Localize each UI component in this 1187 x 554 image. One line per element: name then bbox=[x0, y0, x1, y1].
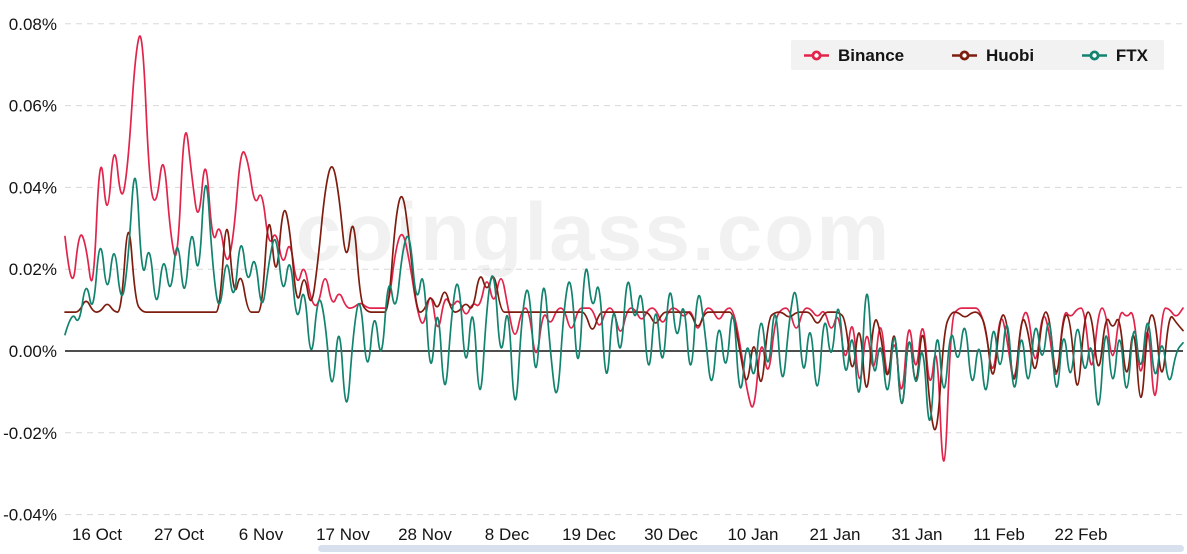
x-axis-label: 31 Jan bbox=[891, 525, 942, 544]
series-line-huobi[interactable] bbox=[64, 166, 1184, 431]
horizontal-scrollbar-thumb[interactable] bbox=[318, 545, 1184, 552]
x-axis-label: 30 Dec bbox=[644, 525, 698, 544]
x-axis-label: 21 Jan bbox=[809, 525, 860, 544]
legend-label-ftx: FTX bbox=[1115, 45, 1148, 65]
series-line-binance[interactable] bbox=[64, 35, 1184, 462]
x-axis-label: 19 Dec bbox=[562, 525, 616, 544]
y-axis-label: -0.04% bbox=[3, 506, 57, 525]
y-axis-label: 0.02% bbox=[9, 260, 57, 279]
x-axis-label: 17 Nov bbox=[316, 525, 370, 544]
x-axis-label: 8 Dec bbox=[485, 525, 530, 544]
y-axis-label: 0.00% bbox=[9, 342, 57, 361]
legend: Binance Huobi FTX bbox=[791, 40, 1164, 70]
huobi-line-marker-icon bbox=[951, 50, 977, 60]
binance-line-marker-icon bbox=[804, 50, 829, 60]
y-axis-label: 0.06% bbox=[9, 97, 57, 116]
series-line-ftx[interactable] bbox=[64, 177, 1184, 421]
y-axis-label: 0.08% bbox=[9, 15, 57, 34]
legend-item-binance[interactable]: Binance bbox=[803, 47, 904, 64]
x-axis-label: 10 Jan bbox=[727, 525, 778, 544]
legend-item-ftx[interactable]: FTX bbox=[1081, 47, 1148, 64]
y-axis-label: 0.04% bbox=[9, 178, 57, 197]
x-axis-label: 28 Nov bbox=[398, 525, 452, 544]
ftx-line-marker-icon bbox=[1081, 50, 1107, 60]
x-axis-label: 11 Feb bbox=[973, 525, 1025, 544]
x-axis-label: 16 Oct bbox=[72, 525, 122, 544]
legend-label-binance: Binance bbox=[838, 45, 905, 65]
legend-label-huobi: Huobi bbox=[985, 45, 1035, 65]
x-axis-label: 6 Nov bbox=[239, 525, 284, 544]
legend-item-huobi[interactable]: Huobi bbox=[951, 47, 1034, 64]
y-axis-label: -0.02% bbox=[3, 424, 57, 443]
x-axis-label: 27 Oct bbox=[154, 525, 204, 544]
x-axis-label: 22 Feb bbox=[1055, 525, 1108, 544]
